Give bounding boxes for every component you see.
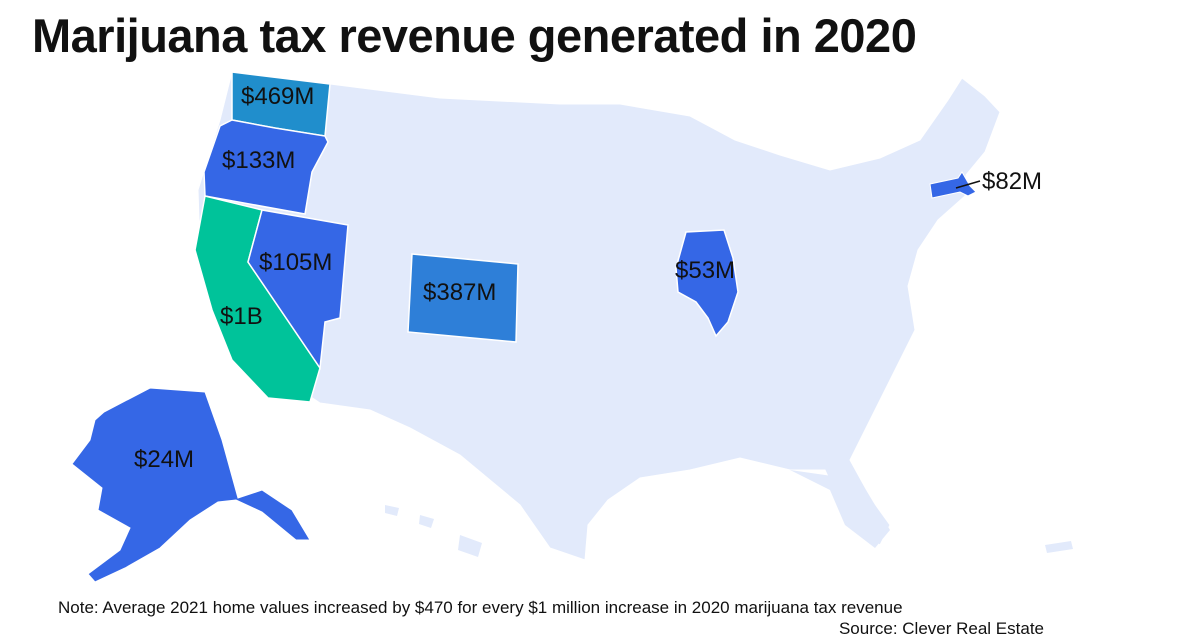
state-illinois[interactable]: [675, 229, 739, 338]
label-alaska: $24M: [134, 446, 194, 473]
footnote: Note: Average 2021 home values increased…: [58, 598, 903, 617]
state-nevada[interactable]: [247, 209, 349, 371]
label-oregon: $133M: [222, 147, 295, 174]
label-california: $1B: [220, 303, 263, 330]
page-title: Marijuana tax revenue generated in 2020: [32, 9, 917, 62]
state-alaska[interactable]: [71, 387, 311, 583]
source-credit: Source: Clever Real Estate: [838, 619, 1044, 638]
label-illinois: $53M: [675, 257, 735, 284]
hawaii-island: [385, 505, 482, 557]
us-base-shape: [197, 71, 1001, 561]
label-massachusetts: $82M: [982, 168, 1042, 195]
puerto-rico: [1045, 541, 1073, 553]
label-washington: $469M: [241, 83, 314, 110]
state-massachusetts[interactable]: [929, 171, 977, 199]
massachusetts-leader-line: [955, 180, 981, 189]
state-colorado[interactable]: [407, 253, 519, 343]
florida-shape: [790, 470, 890, 548]
label-colorado: $387M: [423, 279, 496, 306]
state-oregon[interactable]: [203, 119, 329, 215]
label-nevada: $105M: [259, 249, 332, 276]
